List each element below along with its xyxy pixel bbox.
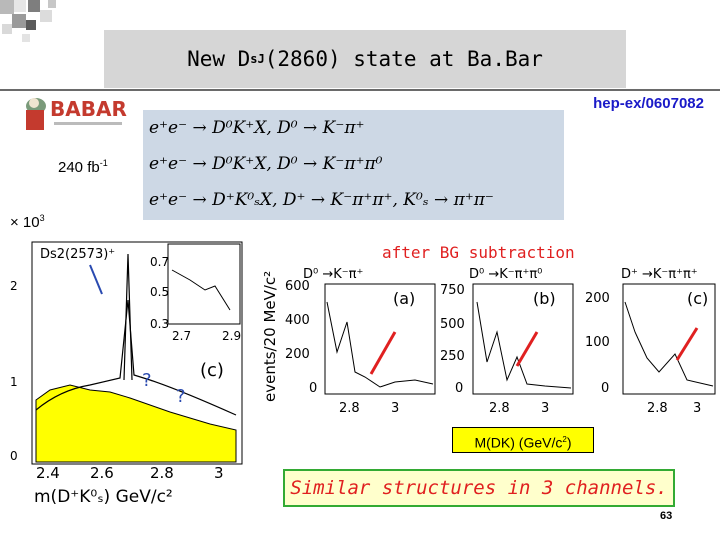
background-histogram: [35, 384, 237, 463]
x-tick-2.4: 2.4: [36, 464, 60, 482]
inset-curve: [171, 269, 231, 311]
svg-text:2.8: 2.8: [339, 401, 360, 416]
mdk-axis-label: M(DK) (GeV/c2): [452, 427, 594, 453]
y-tick-0: 0: [10, 449, 18, 463]
svg-text:500: 500: [440, 317, 465, 332]
inset-y-tick-1: 0.5: [150, 285, 169, 299]
svg-text:200: 200: [585, 291, 610, 306]
title-divider: [0, 89, 720, 91]
panel-b-arrow: [515, 331, 539, 367]
reference: hep-ex/0607082: [593, 95, 704, 112]
inset-x-tick-0: 2.7: [172, 329, 191, 343]
left-panel-label: (c): [200, 360, 224, 381]
panel-a: D⁰ →K⁻π⁺ 600 400 200 0 (a) 2.8 3: [285, 267, 436, 416]
panel-c: D⁺ →K⁻π⁺π⁺ 200 100 0 (c) 2.8 3: [585, 267, 716, 416]
svg-text:3: 3: [693, 401, 701, 416]
x-tick-3: 3: [214, 464, 224, 482]
panel-c-label: (c): [687, 289, 708, 308]
svg-text:2.8: 2.8: [489, 401, 510, 416]
fit-curve: [35, 299, 237, 416]
svg-text:600: 600: [285, 279, 310, 294]
signal-peak: [123, 253, 133, 381]
svg-text:250: 250: [440, 349, 465, 364]
panel-c-channel: D⁺ →K⁻π⁺π⁺: [621, 267, 698, 282]
inset-y-tick-2: 0.3: [150, 317, 169, 331]
panel-b: D⁰ →K⁻π⁺π⁰ 750 500 250 0 (b) 2.8 3: [440, 267, 574, 416]
panel-b-channel: D⁰ →K⁻π⁺π⁰: [469, 267, 542, 282]
svg-text:750: 750: [440, 283, 465, 298]
page-number: 63: [660, 510, 673, 522]
svg-text:200: 200: [285, 347, 310, 362]
x-tick-2.8: 2.8: [150, 464, 174, 482]
y-tick-1: 1: [10, 375, 18, 389]
after-bg-subtraction: after BG subtraction: [382, 243, 575, 262]
y-axis-label: events/20 MeV/c²: [261, 271, 279, 402]
conclusion-box: Similar structures in 3 channels.: [283, 469, 675, 507]
equations-box: e⁺e⁻ → D⁰K⁺X, D⁰ → K⁻π⁺ e⁺e⁻ → D⁰K⁺X, D⁰…: [143, 110, 564, 220]
panel-a-arrow: [369, 331, 397, 375]
svg-text:400: 400: [285, 313, 310, 328]
y-tick-2: 2: [10, 279, 18, 293]
inset-arrow: [89, 264, 103, 295]
inset-label: Ds2(2573)⁺: [40, 247, 115, 262]
svg-text:0: 0: [309, 381, 317, 396]
svg-text:100: 100: [585, 335, 610, 350]
panel-a-label: (a): [393, 289, 415, 308]
babar-logo: BABAR: [14, 94, 134, 134]
equation-2: e⁺e⁻ → D⁰K⁺X, D⁰ → K⁻π⁺π⁰: [149, 154, 383, 174]
panel-a-curve: [326, 301, 434, 388]
equation-3: e⁺e⁻ → D⁺K⁰ₛX, D⁺ → K⁻π⁺π⁺, K⁰ₛ → π⁺π⁻: [149, 190, 494, 210]
svg-text:3: 3: [541, 401, 549, 416]
svg-text:3: 3: [391, 401, 399, 416]
x-tick-2.6: 2.6: [90, 464, 114, 482]
svg-text:0: 0: [601, 381, 609, 396]
panel-a-channel: D⁰ →K⁻π⁺: [303, 267, 363, 282]
panel-c-curve: [624, 301, 714, 387]
inset-box: [167, 243, 241, 325]
luminosity: 240 fb-1: [58, 158, 108, 176]
svg-text:2.8: 2.8: [647, 401, 668, 416]
babar-logo-text: BABAR: [50, 97, 127, 121]
scale-factor: × 103: [10, 213, 45, 231]
question-mark-1: ?: [142, 370, 152, 391]
mass-spectrum-plot: 2 1 0 2.4 2.6 2.8 3 m(D⁺K⁰ₛ) GeV/c² Ds2(…: [10, 241, 243, 507]
title-background: [104, 30, 626, 88]
panel-b-curve: [476, 301, 572, 389]
inset-y-tick-0: 0.7: [150, 255, 169, 269]
x-axis-label: m(D⁺K⁰ₛ) GeV/c²: [34, 487, 173, 507]
svg-text:0: 0: [455, 381, 463, 396]
subtracted-spectra: events/20 MeV/c² D⁰ →K⁻π⁺ 600 400 200 0 …: [261, 267, 716, 416]
inset-x-tick-1: 2.9: [222, 329, 241, 343]
panel-b-label: (b): [533, 289, 556, 308]
equation-1: e⁺e⁻ → D⁰K⁺X, D⁰ → K⁻π⁺: [149, 118, 365, 138]
panel-c-arrow: [675, 327, 699, 361]
question-mark-2: ?: [176, 386, 186, 407]
